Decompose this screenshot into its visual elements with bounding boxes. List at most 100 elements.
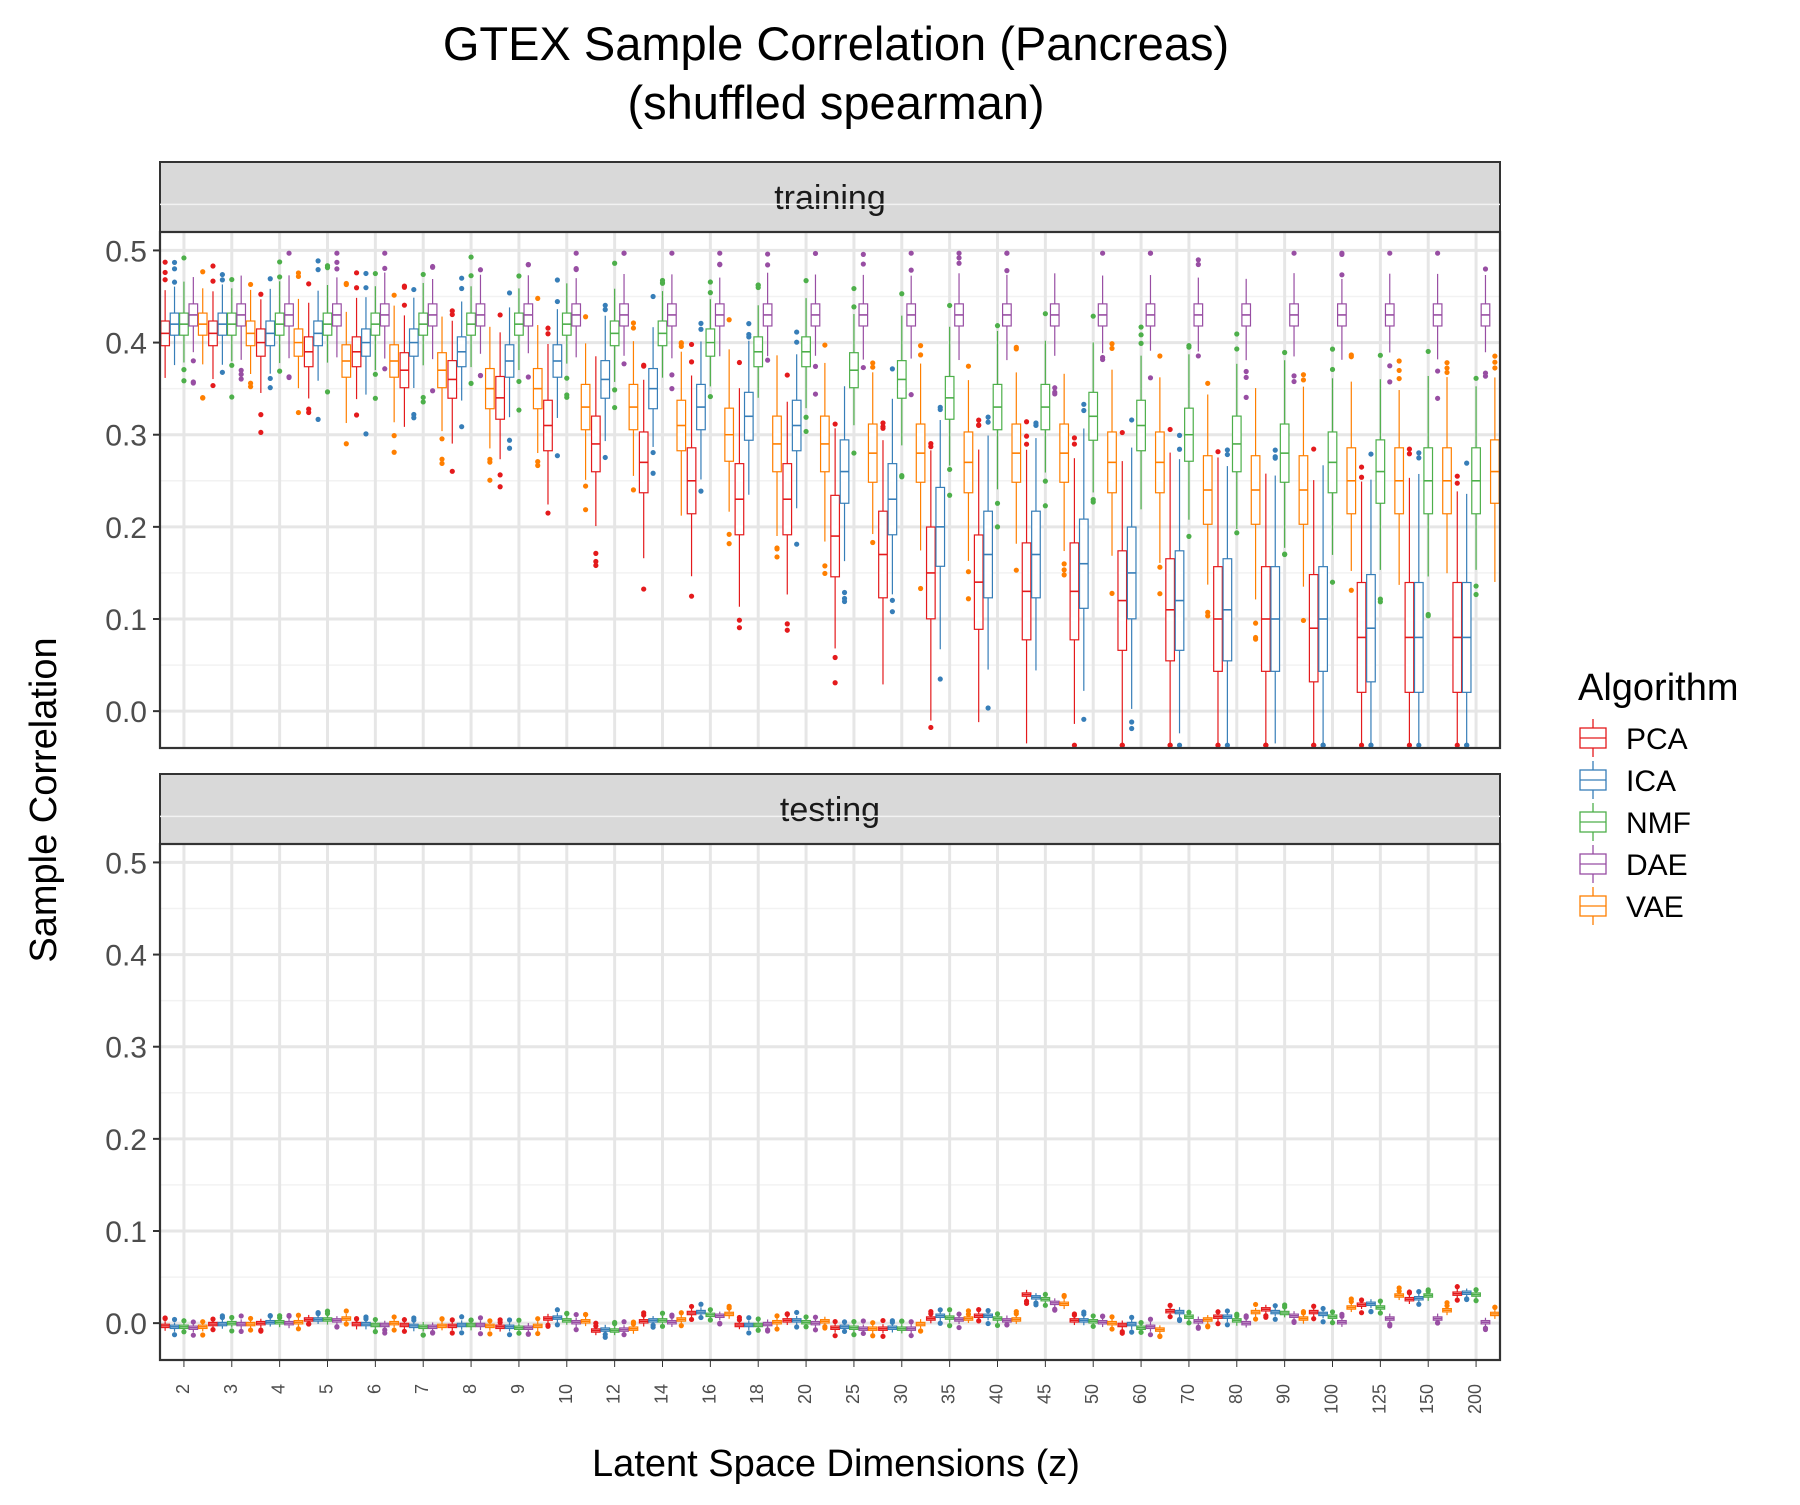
box-pca-z60 bbox=[1117, 429, 1128, 748]
outlier-point bbox=[391, 292, 397, 298]
outlier-point bbox=[928, 724, 934, 731]
box-ica-z10 bbox=[552, 1307, 563, 1328]
outlier-point bbox=[363, 431, 369, 437]
box-pca-z2 bbox=[160, 259, 171, 378]
outlier-point bbox=[994, 1322, 1001, 1329]
box-nmf-z8 bbox=[466, 1317, 476, 1331]
outlier-point bbox=[965, 363, 972, 369]
outlier-point bbox=[965, 569, 972, 575]
box-ica-z30 bbox=[887, 366, 898, 615]
outlier-point bbox=[1435, 368, 1441, 374]
legend-label: VAE bbox=[1626, 891, 1684, 924]
outlier-point bbox=[947, 492, 953, 498]
outlier-point bbox=[353, 412, 360, 418]
outlier-point bbox=[324, 263, 331, 269]
box-pca-z20 bbox=[782, 372, 793, 633]
outlier-point bbox=[295, 1312, 302, 1318]
outlier-point bbox=[1311, 1303, 1317, 1309]
outlier-point bbox=[1435, 395, 1441, 401]
box-ica-z10 bbox=[552, 277, 563, 459]
box-nmf-z200 bbox=[1471, 375, 1481, 598]
outlier-point bbox=[678, 1310, 684, 1316]
outlier-point bbox=[247, 1315, 254, 1322]
x-tick-label: 4 bbox=[269, 1384, 289, 1394]
facet-strip-testing bbox=[159, 773, 1501, 845]
outlier-point bbox=[1081, 401, 1087, 407]
box-pca-z40 bbox=[973, 1307, 984, 1324]
outlier-point bbox=[1100, 1313, 1106, 1319]
box-nmf-z20 bbox=[801, 278, 811, 435]
outlier-point bbox=[1224, 1322, 1230, 1328]
outlier-point bbox=[1023, 441, 1030, 447]
box-pca-z200 bbox=[1452, 473, 1463, 748]
outlier-point bbox=[411, 415, 417, 421]
legend-entry-pca: PCA bbox=[1579, 719, 1688, 757]
outlier-point bbox=[1195, 1325, 1201, 1331]
x-tick-label: 150 bbox=[1417, 1384, 1437, 1414]
outlier-point bbox=[1023, 419, 1030, 425]
outlier-point bbox=[343, 441, 349, 447]
outlier-point bbox=[870, 1333, 876, 1339]
outlier-point bbox=[593, 562, 599, 569]
outlier-point bbox=[812, 391, 819, 397]
box-dae-z4 bbox=[284, 1312, 294, 1329]
outlier-point bbox=[162, 277, 168, 283]
outlier-point bbox=[439, 1316, 445, 1322]
box-dae-z5 bbox=[332, 250, 342, 358]
outlier-point bbox=[985, 1308, 991, 1314]
x-tick-label: 60 bbox=[1130, 1384, 1150, 1404]
outlier-point bbox=[1358, 464, 1365, 470]
outlier-point bbox=[459, 285, 465, 292]
outlier-point bbox=[295, 1326, 302, 1332]
outlier-point bbox=[612, 404, 618, 411]
outlier-point bbox=[1454, 480, 1460, 486]
outlier-point bbox=[573, 266, 579, 273]
box-ica-z60 bbox=[1126, 417, 1137, 732]
box-vae-z60 bbox=[1154, 353, 1165, 597]
outlier-point bbox=[391, 433, 397, 439]
legend-label: ICA bbox=[1626, 765, 1676, 798]
y-tick-label: 0.5 bbox=[105, 847, 147, 880]
x-tick-label: 8 bbox=[460, 1384, 480, 1394]
outlier-point bbox=[324, 1310, 331, 1317]
outlier-point bbox=[238, 367, 244, 373]
box-vae-z8 bbox=[484, 326, 495, 483]
box-pca-z60 bbox=[1117, 1320, 1128, 1336]
outlier-point bbox=[1167, 426, 1173, 433]
outlier-point bbox=[295, 270, 302, 276]
box-nmf-z18 bbox=[753, 1316, 764, 1333]
series-pca-training bbox=[160, 259, 1463, 748]
box-dae-z70 bbox=[1193, 257, 1204, 359]
outlier-point bbox=[1396, 367, 1402, 374]
outlier-point bbox=[698, 488, 704, 494]
series-dae-training bbox=[188, 250, 1491, 401]
outlier-point bbox=[353, 1316, 360, 1322]
box-nmf-z90 bbox=[1279, 349, 1290, 558]
outlier-point bbox=[860, 1318, 866, 1324]
outlier-point bbox=[1320, 1319, 1326, 1325]
outlier-point bbox=[1071, 441, 1078, 447]
outlier-point bbox=[812, 363, 819, 369]
box-nmf-z35 bbox=[944, 302, 955, 498]
outlier-point bbox=[420, 399, 426, 405]
outlier-point bbox=[641, 362, 647, 368]
y-tick-label: 0.4 bbox=[105, 940, 147, 973]
outlier-point bbox=[650, 1322, 656, 1328]
outlier-point bbox=[1425, 611, 1431, 618]
outlier-point bbox=[726, 531, 732, 537]
outlier-point bbox=[880, 1333, 886, 1339]
outlier-point bbox=[698, 326, 704, 332]
outlier-point bbox=[258, 291, 264, 297]
outlier-point bbox=[947, 1323, 953, 1329]
outlier-point bbox=[1243, 368, 1249, 375]
box-nmf-z60 bbox=[1136, 1320, 1146, 1335]
outlier-point bbox=[506, 1317, 513, 1323]
y-tick-label: 0.0 bbox=[105, 1308, 147, 1341]
outlier-point bbox=[822, 570, 828, 577]
box-nmf-z2 bbox=[179, 1318, 189, 1335]
outlier-point bbox=[707, 279, 713, 285]
y-tick-label: 0.4 bbox=[105, 328, 147, 361]
box-vae-z100 bbox=[1346, 352, 1357, 593]
box-pca-z14 bbox=[638, 362, 649, 592]
outlier-point bbox=[994, 1311, 1001, 1317]
